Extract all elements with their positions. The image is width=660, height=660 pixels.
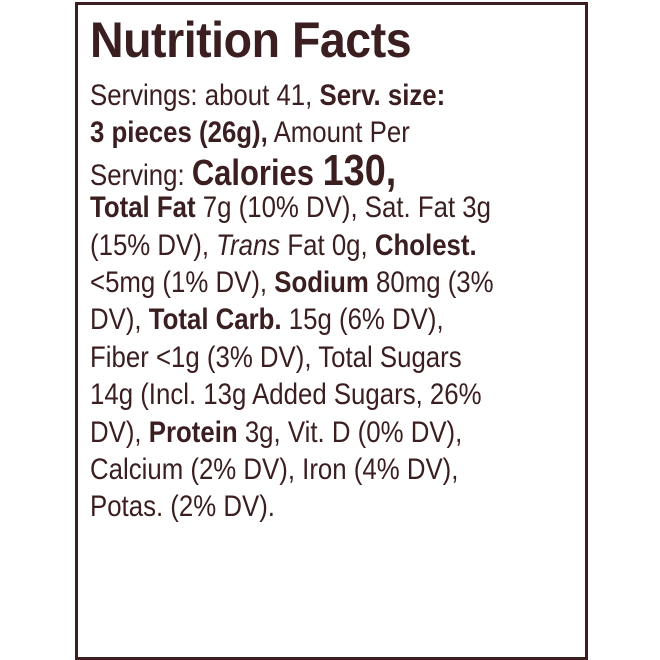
nutrition-line: 14g (Incl. 13g Added Sugars, 26%: [90, 376, 494, 413]
nutrition-line: DV), Total Carb. 15g (6% DV),: [90, 301, 494, 338]
nutrition-text-segment: Amount Per: [267, 116, 410, 150]
nutrition-text-segment: Calories: [191, 151, 323, 193]
nutrition-text-segment: Protein: [148, 415, 238, 449]
nutrition-text-segment: DV),: [90, 415, 149, 449]
nutrition-text-segment: 3 pieces (26g),: [90, 116, 268, 150]
nutrition-text-segment: Servings: about 41,: [90, 79, 320, 112]
nutrition-text-segment: Cholest.: [374, 228, 477, 262]
nutrition-line: Potas. (2% DV).: [90, 488, 494, 525]
nutrition-facts-title: Nutrition Facts: [90, 12, 412, 68]
nutrition-text-segment: 130,: [322, 145, 397, 195]
nutrition-text-segment: Serv. size:: [319, 79, 446, 112]
nutrition-text-segment: Calcium (2% DV), Iron (4% DV),: [90, 452, 459, 486]
nutrition-line: DV), Protein 3g, Vit. D (0% DV),: [90, 414, 494, 451]
nutrition-text-segment: Fiber <1g (3% DV), Total Sugars: [90, 340, 462, 374]
nutrition-line: (15% DV), Trans Fat 0g, Cholest.: [90, 227, 494, 264]
nutrition-text-segment: 7g (10% DV), Sat. Fat 3g: [195, 191, 492, 225]
nutrition-line: Total Fat 7g (10% DV), Sat. Fat 3g: [90, 189, 494, 226]
nutrition-text-segment: 15g (6% DV),: [281, 303, 444, 337]
nutrition-line: 3 pieces (26g), Amount Per: [90, 114, 494, 151]
nutrition-line: <5mg (1% DV), Sodium 80mg (3%: [90, 264, 494, 301]
nutrition-line: Fiber <1g (3% DV), Total Sugars: [90, 339, 494, 376]
nutrition-text-segment: Total Fat: [90, 191, 196, 225]
nutrition-line: Calcium (2% DV), Iron (4% DV),: [90, 451, 494, 488]
nutrition-text-segment: Serving:: [90, 158, 192, 192]
nutrition-text-segment: DV),: [90, 303, 149, 337]
nutrition-text-segment: Sodium: [274, 265, 369, 299]
nutrition-text-segment: 80mg (3%: [368, 265, 494, 299]
nutrition-text-segment: 3g, Vit. D (0% DV),: [237, 415, 463, 449]
nutrition-text-segment: Potas. (2% DV).: [90, 490, 275, 524]
nutrition-text-segment: (15% DV),: [90, 228, 217, 262]
nutrition-text-segment: Total Carb.: [148, 303, 282, 337]
nutrition-text: Servings: about 41, Serv. size: 3 pieces …: [90, 77, 559, 526]
nutrition-facts-panel: Nutrition Facts Servings: about 41, Serv…: [75, 2, 588, 660]
nutrition-text-segment: <5mg (1% DV),: [90, 265, 275, 299]
nutrition-line: Servings: about 41, Serv. size:: [90, 77, 494, 114]
nutrition-text-segment: Trans: [216, 228, 281, 262]
nutrition-text-segment: Fat 0g,: [280, 228, 375, 262]
nutrition-text-segment: 14g (Incl. 13g Added Sugars, 26%: [90, 378, 482, 412]
nutrition-line: Serving: Calories 130,: [90, 148, 494, 192]
